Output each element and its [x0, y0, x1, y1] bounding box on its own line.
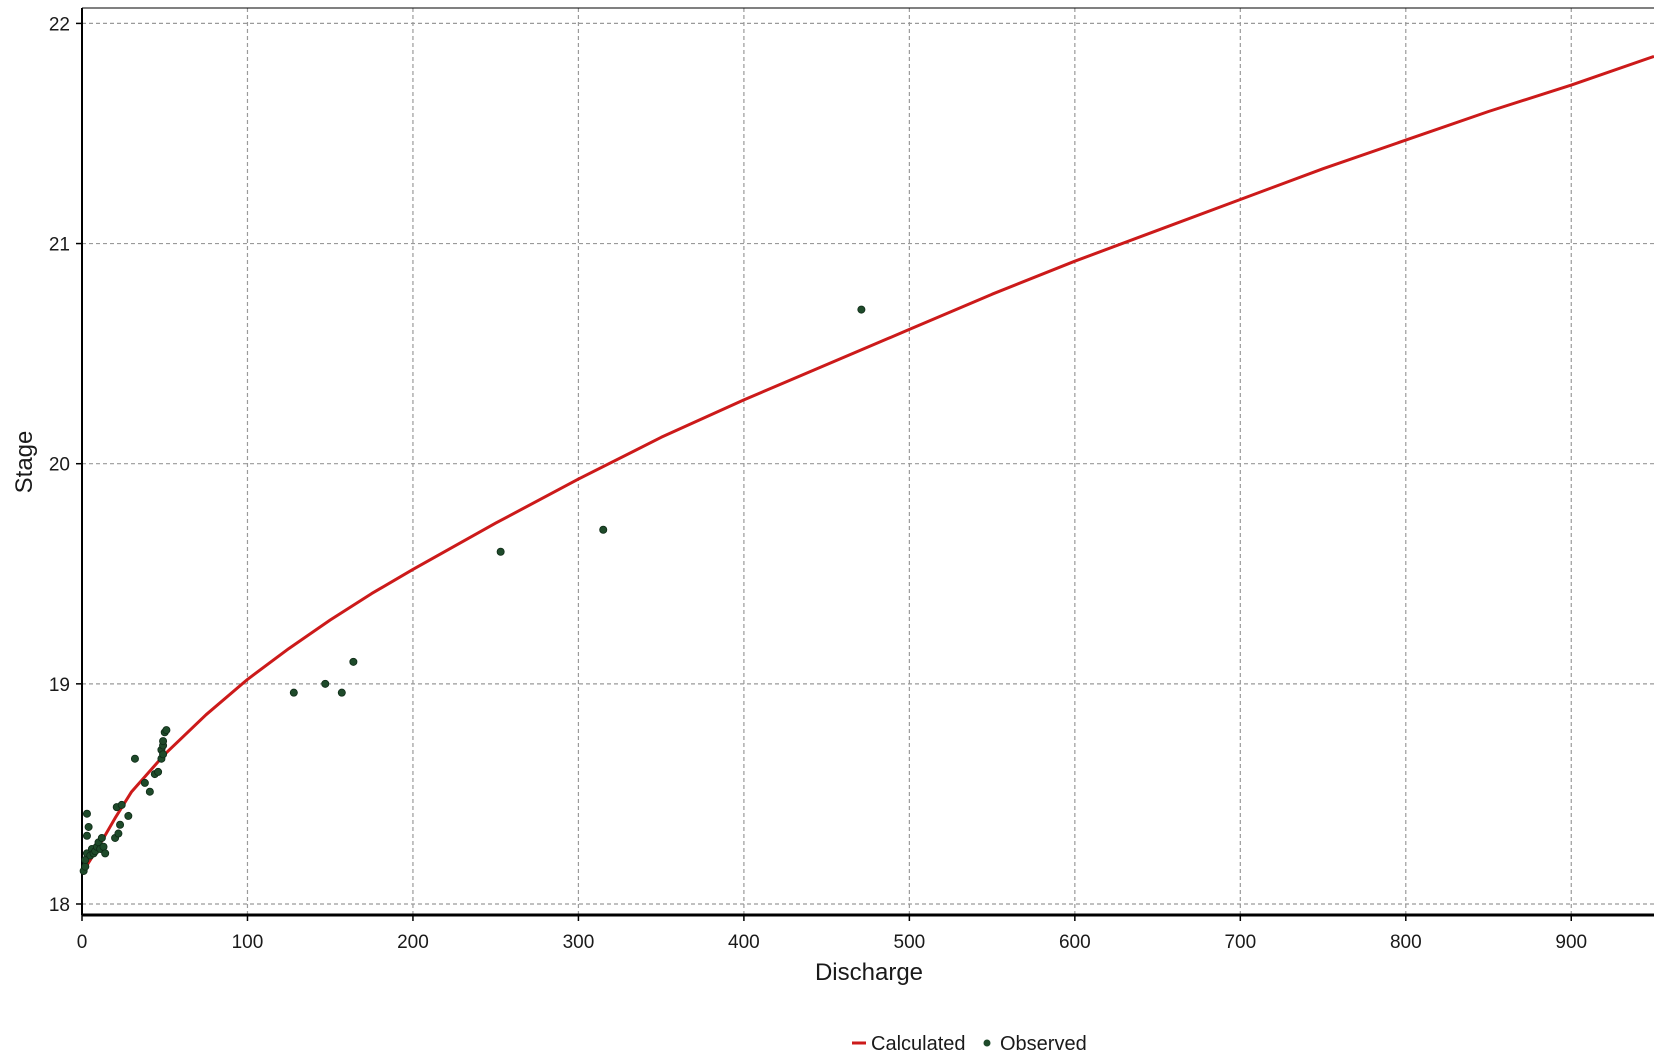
observed-point: [349, 657, 358, 666]
legend: Calculated Observed: [852, 1033, 1087, 1055]
x-tick-label: 400: [728, 932, 760, 953]
observed-point: [289, 688, 298, 697]
grid-lines: [82, 8, 1654, 915]
series-line-calculated: [80, 54, 1654, 874]
observed-point: [857, 305, 866, 314]
x-tick-label: 200: [397, 932, 429, 953]
x-tick-label: 100: [232, 932, 264, 953]
observed-point: [124, 811, 133, 820]
y-tick-label: 20: [49, 455, 70, 476]
observed-point: [145, 787, 154, 796]
legend-observed-label: Observed: [1000, 1033, 1087, 1055]
observed-point: [82, 831, 91, 840]
x-tick-label: 800: [1390, 932, 1422, 953]
y-tick-label: 19: [49, 675, 70, 696]
observed-point: [321, 679, 330, 688]
observed-point: [162, 726, 171, 735]
observed-point: [84, 822, 93, 831]
observed-point: [130, 754, 139, 763]
y-tick-label: 18: [49, 895, 70, 916]
observed-point: [140, 778, 149, 787]
y-tick-label: 22: [49, 14, 70, 35]
observed-point: [154, 767, 163, 776]
legend-calculated-label: Calculated: [871, 1033, 966, 1055]
observed-point: [97, 833, 106, 842]
legend-observed-marker: [983, 1039, 991, 1047]
observed-point: [116, 820, 125, 829]
observed-point: [117, 800, 126, 809]
y-axis-title: Stage: [11, 431, 38, 494]
observed-point: [101, 849, 110, 858]
x-tick-label: 600: [1059, 932, 1091, 953]
x-tick-label: 300: [563, 932, 595, 953]
axes: [76, 7, 1654, 921]
observed-point: [99, 842, 108, 851]
observed-point: [82, 809, 91, 818]
y-tick-label: 21: [49, 235, 70, 256]
observed-point: [496, 547, 505, 556]
observed-point: [159, 737, 168, 746]
tick-labels: 0 100 200 300 400 500 600 700 800 900 18 19 20 21 22: [49, 14, 1587, 953]
observed-point: [599, 525, 608, 534]
observed-point: [159, 750, 168, 759]
x-tick-label: 900: [1555, 932, 1587, 953]
observed-point: [337, 688, 346, 697]
observed-point: [114, 829, 123, 838]
observed-point: [81, 862, 90, 871]
x-tick-label: 500: [894, 932, 926, 953]
plot-area: [79, 54, 1654, 875]
x-tick-label: 0: [77, 932, 88, 953]
x-tick-label: 700: [1224, 932, 1256, 953]
x-axis-title: Discharge: [815, 959, 923, 986]
